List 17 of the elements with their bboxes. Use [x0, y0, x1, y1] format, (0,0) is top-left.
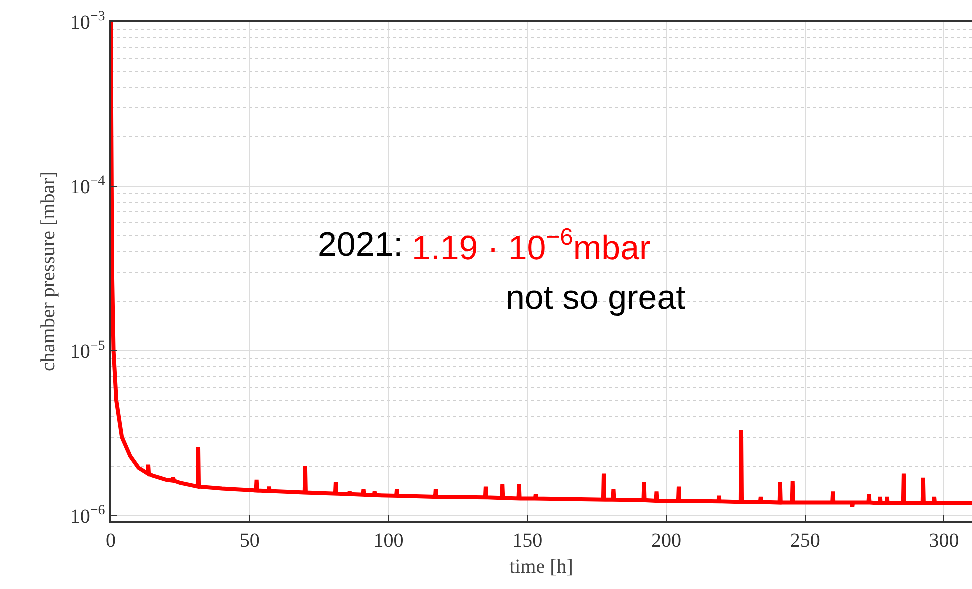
x-tick-label: 250 — [790, 530, 820, 552]
x-axis-title: time [h] — [510, 556, 574, 578]
line-series — [111, 22, 972, 510]
x-tick-label: 50 — [240, 530, 260, 552]
y-tick-label: 10$^{−3}$ — [70, 10, 106, 34]
annotation: 2021: — [318, 226, 404, 264]
y-tick-label: 10$^{−6}$ — [70, 503, 106, 528]
y-tick-label: 10$^{−5}$ — [70, 338, 106, 364]
x-tick-label: 100 — [374, 530, 404, 552]
annotation: not so great — [506, 279, 686, 317]
x-tick-label: 200 — [651, 530, 682, 552]
annotation: 1.19 · 10$^{−6}$mbar — [412, 224, 651, 268]
x-tick-label: 300 — [929, 530, 960, 552]
x-tick-label: 0 — [106, 530, 116, 552]
x-tick-label: 150 — [512, 530, 543, 552]
y-tick-label: 10$^{−4}$ — [70, 174, 106, 199]
y-axis-title: chamber pressure [mbar] — [37, 172, 60, 372]
